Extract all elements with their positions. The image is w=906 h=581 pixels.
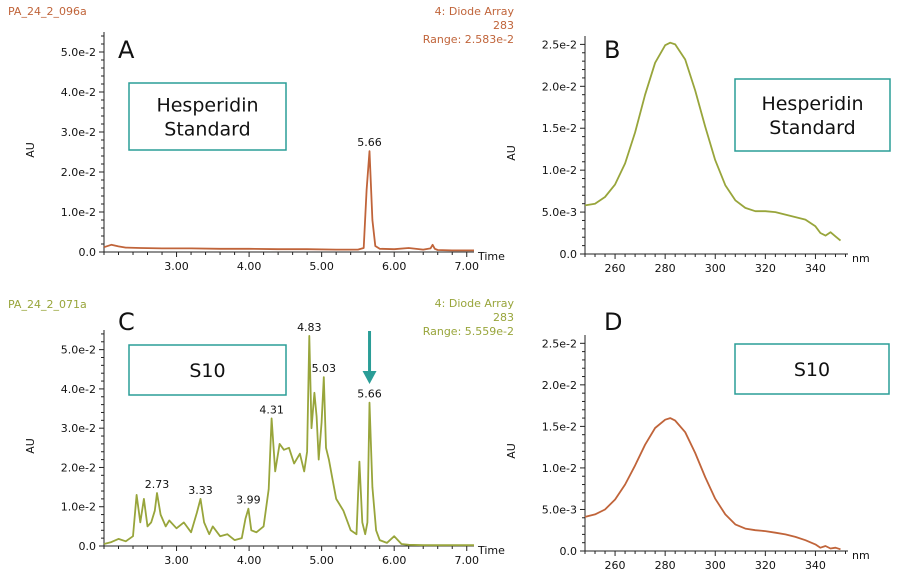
x-tick-label: 300	[705, 262, 726, 275]
peak-label: 4.31	[259, 403, 284, 416]
peak-label: 5.66	[357, 136, 382, 149]
label-box	[734, 78, 891, 152]
y-tick-label: 1.0e-2	[61, 206, 96, 219]
x-tick-label: 7.00	[454, 554, 479, 567]
y-tick-label: 4.0e-2	[61, 86, 96, 99]
y-tick-label: 5.0e-3	[542, 503, 577, 516]
y-axis-label: AU	[505, 443, 518, 459]
series-line	[103, 150, 474, 252]
panel-c: 0.0 1.0e-2 2.0e-2 3.0e-2 4.0e-2 5.0e-2 3.00 4.0…	[8, 297, 514, 567]
label-box-text: S10	[189, 360, 225, 382]
series-line	[584, 417, 841, 551]
x-tick-label: 260	[605, 262, 626, 275]
x-tick-label: 280	[655, 262, 676, 275]
x-tick-label: 5.00	[309, 260, 334, 273]
peak-arrow-head	[362, 371, 377, 384]
x-tick-label: 3.00	[164, 554, 189, 567]
y-tick-label: 2.0e-2	[542, 80, 577, 93]
y-tick-label: 1.0e-2	[542, 164, 577, 177]
detector-header-line: 283	[493, 19, 514, 32]
label-box-text: Standard	[164, 119, 250, 141]
label-box-text: S10	[794, 359, 830, 381]
peak-label: 5.03	[312, 362, 337, 375]
x-tick-label: 320	[755, 559, 776, 572]
y-tick-label: 1.0e-2	[542, 462, 577, 475]
panel-letter: A	[118, 36, 135, 64]
label-box	[128, 82, 287, 151]
x-axis-label: nm	[852, 252, 870, 265]
panel-letter: B	[604, 36, 620, 64]
label-box-text: Hesperidin	[761, 93, 863, 115]
y-axis-label: AU	[24, 438, 37, 454]
y-tick-label: 2.5e-2	[542, 38, 577, 51]
x-tick-label: 7.00	[454, 260, 479, 273]
x-tick-label: 340	[805, 262, 826, 275]
x-tick-label: 300	[705, 559, 726, 572]
x-axis-label: Time	[477, 250, 505, 263]
x-axis-label: Time	[477, 544, 505, 557]
y-tick-label: 1.0e-2	[61, 501, 96, 514]
y-tick-label: 0.0	[560, 248, 578, 261]
label-box-text: Hesperidin	[156, 95, 258, 117]
peak-label: 3.99	[236, 494, 261, 507]
y-tick-label: 5.0e-2	[61, 46, 96, 59]
peak-label: 4.83	[297, 321, 322, 334]
x-axis-label: nm	[852, 549, 870, 562]
x-tick-label: 6.00	[382, 554, 407, 567]
panel-letter: C	[118, 308, 135, 336]
sample-id: PA_24_2_071a	[8, 298, 87, 311]
panel-d: 0.0 5.0e-3 1.0e-2 1.5e-2 2.0e-2 2.5e-2 260 280 3…	[505, 308, 890, 572]
y-tick-label: 2.5e-2	[542, 337, 577, 350]
detector-header-line: 4: Diode Array	[435, 297, 515, 310]
x-tick-label: 6.00	[382, 260, 407, 273]
series-line	[584, 41, 842, 242]
y-tick-label: 0.0	[560, 545, 578, 558]
detector-header-line: Range: 5.559e-2	[423, 325, 514, 338]
x-tick-label: 320	[755, 262, 776, 275]
panel-letter: D	[604, 308, 622, 336]
y-tick-label: 2.0e-2	[61, 461, 96, 474]
peak-label: 5.66	[357, 388, 382, 401]
label-box	[734, 343, 890, 395]
y-tick-label: 0.0	[79, 246, 97, 259]
label-box-text: Standard	[769, 117, 855, 139]
y-tick-label: 5.0e-3	[542, 206, 577, 219]
detector-header-line: Range: 2.583e-2	[423, 33, 514, 46]
y-tick-label: 2.0e-2	[61, 166, 96, 179]
y-tick-label: 5.0e-2	[61, 344, 96, 357]
y-tick-label: 3.0e-2	[61, 126, 96, 139]
x-tick-label: 3.00	[164, 260, 189, 273]
panel-a: 0.0 1.0e-2 2.0e-2 3.0e-2 4.0e-2 5.0e-2 3.00 4.0…	[8, 5, 514, 273]
x-tick-label: 4.00	[237, 260, 262, 273]
y-axis-label: AU	[24, 142, 37, 158]
sample-id: PA_24_2_096a	[8, 5, 87, 18]
x-tick-label: 260	[605, 559, 626, 572]
y-tick-label: 0.0	[79, 540, 97, 553]
y-tick-label: 1.5e-2	[542, 420, 577, 433]
y-tick-label: 1.5e-2	[542, 122, 577, 135]
x-tick-label: 340	[805, 559, 826, 572]
series-line	[103, 335, 474, 547]
panel-b: 0.0 5.0e-3 1.0e-2 1.5e-2 2.0e-2 2.5e-2 260 280 3…	[505, 36, 891, 275]
detector-header-line: 283	[493, 311, 514, 324]
label-box	[128, 344, 287, 396]
y-tick-label: 3.0e-2	[61, 422, 96, 435]
y-axis-label: AU	[505, 145, 518, 161]
x-tick-label: 4.00	[237, 554, 262, 567]
y-tick-label: 4.0e-2	[61, 383, 96, 396]
peak-label: 3.33	[188, 484, 213, 497]
peak-label: 2.73	[145, 478, 170, 491]
x-tick-label: 5.00	[309, 554, 334, 567]
detector-header-line: 4: Diode Array	[435, 5, 515, 18]
y-tick-label: 2.0e-2	[542, 379, 577, 392]
x-tick-label: 280	[655, 559, 676, 572]
